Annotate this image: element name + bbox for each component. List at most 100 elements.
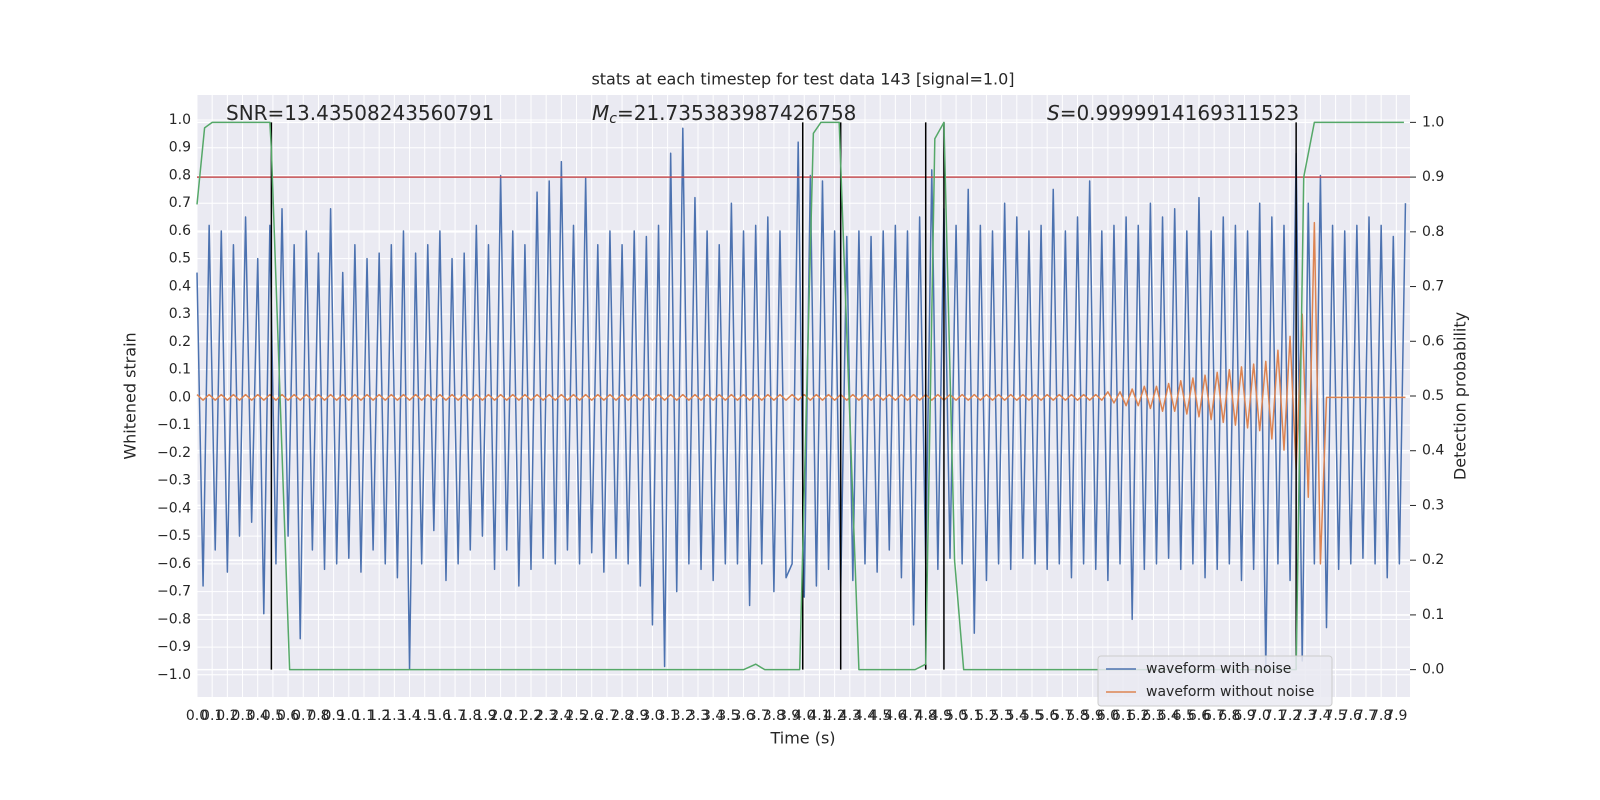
x-tick-label: 0.3: [231, 708, 253, 724]
x-tick-label: 2.0: [489, 708, 511, 724]
annotation: S=0.9999914169311523: [1047, 101, 1299, 125]
x-tick-label: 3.1: [656, 708, 678, 724]
annotation: SNR=13.43508243560791: [226, 101, 494, 125]
x-tick-label: 0.7: [292, 708, 314, 724]
x-tick-label: 3.9: [778, 708, 800, 724]
annotation: Mc=21.735383987426758: [592, 101, 856, 128]
x-tick-label: 5.5: [1021, 708, 1043, 724]
x-tick-label: 1.5: [414, 708, 436, 724]
annotation-text: =0.9999914169311523: [1060, 101, 1299, 125]
x-tick-label: 7.5: [1324, 708, 1346, 724]
x-tick-label: 5.7: [1051, 708, 1073, 724]
y-tick-label: −0.7: [157, 584, 191, 600]
x-tick-label: 1.6: [429, 708, 451, 724]
x-tick-label: 7.7: [1355, 708, 1377, 724]
x-tick-label: 1.3: [383, 708, 405, 724]
x-tick-label: 2.8: [611, 708, 633, 724]
x-tick-label: 3.3: [687, 708, 709, 724]
y2-axis-label: Detection probability: [1451, 312, 1470, 480]
x-tick-label: 0.4: [247, 708, 269, 724]
y-tick-label: −0.8: [157, 611, 191, 627]
series-line: [196, 221, 1406, 565]
x-tick-label: 5.0: [945, 708, 967, 724]
x-tick-label: 7.6: [1340, 708, 1362, 724]
x-tick-label: 1.8: [459, 708, 481, 724]
x-tick-label: 5.4: [1006, 708, 1028, 724]
chart-title: stats at each timestep for test data 143…: [591, 70, 1014, 89]
y2-tick-label: 0.9: [1422, 169, 1444, 185]
x-tick-label: 3.6: [732, 708, 754, 724]
y-tick-label: −0.3: [157, 473, 191, 489]
x-tick-label: 4.5: [869, 708, 891, 724]
x-tick-label: 7.2: [1279, 708, 1301, 724]
x-tick-label: 6.9: [1233, 708, 1255, 724]
x-tick-label: 2.1: [505, 708, 527, 724]
x-tick-label: 7.1: [1264, 708, 1286, 724]
x-tick-label: 6.8: [1218, 708, 1240, 724]
x-tick-label: 5.1: [960, 708, 982, 724]
x-tick-label: 6.6: [1188, 708, 1210, 724]
x-tick-label: 4.7: [899, 708, 921, 724]
x-tick-label: 6.0: [1097, 708, 1119, 724]
y-tick-label: 0.6: [169, 223, 191, 239]
x-tick-label: 6.4: [1157, 708, 1179, 724]
x-tick-label: 0.2: [216, 708, 238, 724]
x-tick-label: 4.8: [915, 708, 937, 724]
x-tick-label: 2.3: [535, 708, 557, 724]
annotation-symbol: S: [1047, 101, 1060, 125]
y2-tick-label: 0.1: [1422, 607, 1444, 623]
x-tick-label: 1.4: [398, 708, 420, 724]
y-tick-label: 1.0: [169, 112, 191, 128]
x-tick-label: 7.0: [1249, 708, 1271, 724]
legend-label: waveform with noise: [1146, 661, 1291, 677]
y2-tick-label: 0.2: [1422, 552, 1444, 568]
x-tick-label: 2.5: [565, 708, 587, 724]
x-tick-label: 3.0: [641, 708, 663, 724]
y2-tick-label: 0.8: [1422, 224, 1444, 240]
x-tick-label: 6.7: [1203, 708, 1225, 724]
x-tick-label: 1.9: [474, 708, 496, 724]
y2-tick-label: 0.5: [1422, 388, 1444, 404]
y-tick-label: 0.8: [169, 167, 191, 183]
x-tick-label: 7.3: [1294, 708, 1316, 724]
y-tick-label: 0.4: [169, 278, 191, 294]
x-tick-label: 3.4: [702, 708, 724, 724]
x-tick-label: 4.9: [930, 708, 952, 724]
y2-tick-label: 0.0: [1422, 662, 1444, 678]
x-axis-label: Time (s): [769, 729, 835, 748]
annotation-symbol: M: [592, 101, 609, 125]
y-tick-label: 0.9: [169, 140, 191, 156]
y2-tick-label: 1.0: [1422, 114, 1444, 130]
x-tick-label: 3.2: [672, 708, 694, 724]
y-tick-label: −0.1: [157, 417, 191, 433]
x-tick-label: 4.1: [808, 708, 830, 724]
x-tick-label: 5.2: [975, 708, 997, 724]
x-tick-label: 0.9: [323, 708, 345, 724]
x-tick-label: 6.1: [1112, 708, 1134, 724]
x-tick-label: 2.6: [581, 708, 603, 724]
x-tick-label: 1.0: [338, 708, 360, 724]
y2-tick-label: 0.3: [1422, 497, 1444, 513]
y-tick-label: −0.2: [157, 445, 191, 461]
x-tick-label: 4.2: [823, 708, 845, 724]
y2-tick-label: 0.4: [1422, 443, 1444, 459]
x-tick-label: 0.1: [201, 708, 223, 724]
x-tick-label: 3.8: [763, 708, 785, 724]
annotation-text: SNR=13.43508243560791: [226, 101, 494, 125]
y2-tick-label: 0.7: [1422, 279, 1444, 295]
x-tick-label: 0.6: [277, 708, 299, 724]
series-line: [196, 127, 1407, 671]
legend-box: [1097, 655, 1333, 707]
x-tick-label: 5.3: [990, 708, 1012, 724]
x-tick-label: 0.8: [307, 708, 329, 724]
x-tick-label: 4.0: [793, 708, 815, 724]
x-tick-label: 2.7: [596, 708, 618, 724]
y-tick-label: 0.0: [169, 389, 191, 405]
x-tick-label: 7.9: [1385, 708, 1407, 724]
annotation-text: =21.735383987426758: [617, 101, 856, 125]
x-tick-label: 4.6: [884, 708, 906, 724]
x-tick-label: 2.9: [626, 708, 648, 724]
x-tick-label: 5.6: [1036, 708, 1058, 724]
x-tick-label: 6.2: [1127, 708, 1149, 724]
